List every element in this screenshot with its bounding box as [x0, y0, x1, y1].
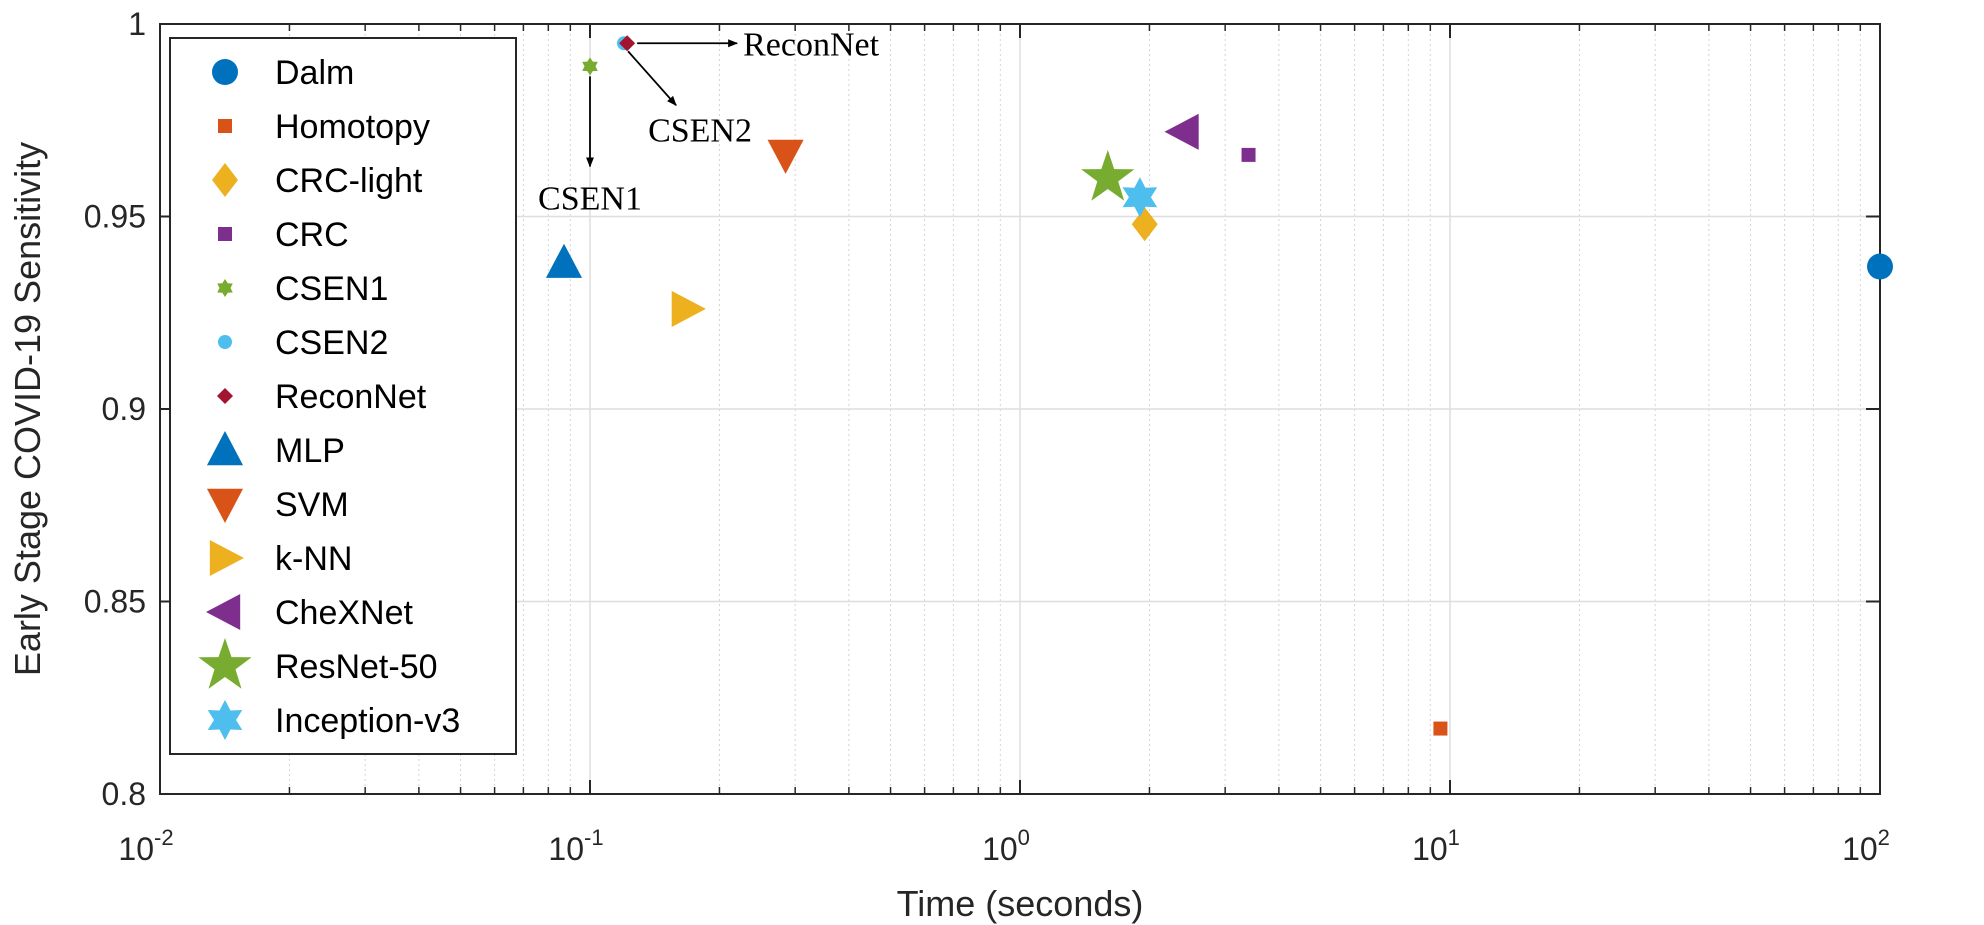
axis-ticks	[159, 23, 1881, 795]
legend-label-crc-light: CRC-light	[275, 162, 423, 200]
x-tick-labels: 10-2 10-1 100 101 102	[118, 825, 1890, 867]
legend-label-dalm: Dalm	[275, 54, 354, 92]
data-point-reconnet	[619, 35, 636, 52]
data-point-svm	[767, 139, 804, 174]
legend-marker-mlp	[206, 431, 244, 466]
annotation-label-csen2: CSEN2	[648, 112, 752, 149]
y-tick-label: 1	[128, 6, 146, 42]
y-tick-label: 0.9	[102, 391, 146, 427]
y-tick-label: 0.85	[84, 584, 146, 620]
data-point-homotopy	[1433, 721, 1448, 736]
data-point-inception-v3	[1122, 177, 1158, 218]
data-point-k-nn	[671, 290, 706, 327]
data-point-csen1	[582, 57, 598, 76]
legend-marker-reconnet	[217, 388, 233, 404]
data-markers	[545, 35, 1893, 736]
legend-label-crc: CRC	[275, 216, 349, 254]
legend-marker-csen2	[218, 335, 232, 349]
legend-marker-csen1	[217, 279, 233, 297]
legend: Dalm Homotopy CRC-light CRC CSEN1 CSEN2 ReconN…	[169, 37, 517, 755]
legend-label-svm: SVM	[275, 486, 349, 524]
y-axis-label: Early Stage COVID-19 Sensitivity	[7, 142, 48, 676]
legend-marker-crc-light	[212, 163, 238, 197]
legend-marker-homotopy	[218, 119, 232, 133]
x-tick-label: 10-2	[118, 825, 173, 867]
legend-marker-k-nn	[209, 539, 244, 577]
data-point-chexnet	[1164, 113, 1199, 150]
legend-marker-svm	[206, 488, 244, 523]
legend-label-reconnet: ReconNet	[275, 378, 427, 416]
legend-marker-dalm	[212, 59, 238, 85]
legend-label-inception-v3: Inception-v3	[275, 702, 460, 740]
legend-label-csen2: CSEN2	[275, 324, 388, 362]
legend-marker-chexnet	[206, 593, 241, 631]
y-tick-labels: 0.8 0.85 0.9 0.95 1	[84, 6, 146, 812]
legend-label-k-nn: k-NN	[275, 540, 352, 578]
x-axis-label: Time (seconds)	[897, 883, 1144, 924]
x-tick-label: 101	[1412, 825, 1460, 867]
data-point-resnet-50	[1081, 150, 1135, 201]
data-point-crc	[1241, 147, 1256, 162]
legend-label-chexnet: CheXNet	[275, 594, 414, 632]
legend-marker-inception-v3	[207, 700, 243, 740]
legend-label-mlp: MLP	[275, 432, 345, 470]
legend-label-resnet-50: ResNet-50	[275, 648, 438, 686]
legend-marker-resnet-50	[198, 638, 252, 689]
x-tick-label: 100	[982, 825, 1030, 867]
data-point-mlp	[545, 243, 583, 278]
legend-label-homotopy: Homotopy	[275, 108, 430, 146]
legend-marker-crc	[218, 227, 232, 241]
data-point-dalm	[1867, 253, 1893, 280]
y-tick-label: 0.8	[102, 776, 146, 812]
annotation-label-reconnet: ReconNet	[743, 26, 880, 63]
data-point-crc-light	[1131, 207, 1158, 242]
x-tick-label: 10-1	[548, 825, 603, 867]
y-tick-label: 0.95	[84, 199, 146, 235]
annotation-label-csen1: CSEN1	[538, 180, 642, 217]
x-tick-label: 102	[1842, 825, 1890, 867]
legend-label-csen1: CSEN1	[275, 270, 388, 308]
annotation-arrow-csen2	[627, 50, 677, 106]
